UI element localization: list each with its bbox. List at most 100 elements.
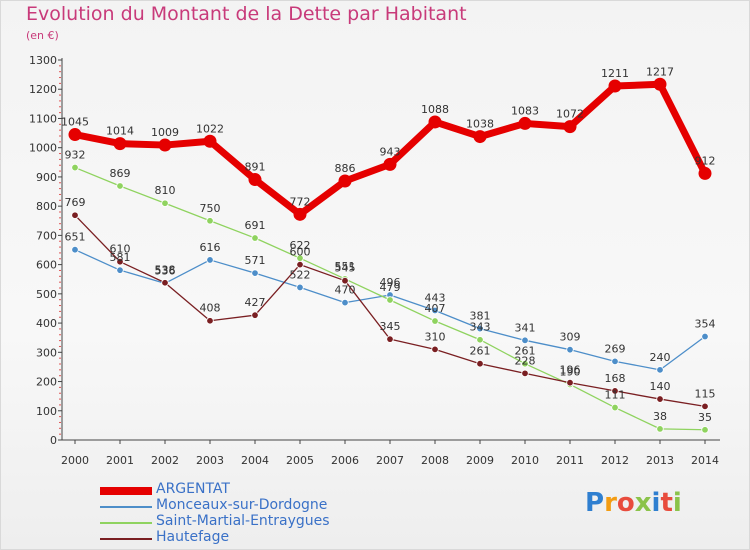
data-point — [476, 360, 484, 368]
data-label: 691 — [245, 219, 266, 232]
data-label: 932 — [65, 149, 86, 162]
data-label: 196 — [560, 364, 581, 377]
y-tick-label: 600 — [36, 259, 57, 272]
data-point — [71, 163, 79, 172]
data-label: 536 — [155, 264, 176, 277]
data-point — [566, 345, 574, 354]
data-point — [521, 336, 529, 345]
data-point — [611, 357, 619, 366]
legend-label: ARGENTAT — [156, 481, 230, 497]
data-point — [293, 207, 307, 221]
x-tick-label: 2001 — [106, 454, 134, 467]
logo-letter: P — [585, 488, 605, 518]
data-label: 891 — [245, 161, 266, 174]
data-label: 443 — [425, 292, 446, 305]
data-label: 354 — [695, 318, 716, 331]
data-point — [521, 369, 529, 378]
legend-swatch — [100, 506, 152, 508]
logo-letter: i — [651, 488, 661, 518]
x-tick-label: 2011 — [556, 454, 584, 467]
data-label: 869 — [110, 167, 131, 180]
data-label: 408 — [200, 302, 221, 315]
y-tick-label: 800 — [36, 200, 57, 213]
y-tick-label: 300 — [36, 346, 57, 359]
legend-label: Saint-Martial-Entraygues — [156, 513, 330, 529]
data-label: 610 — [110, 243, 131, 256]
data-label: 616 — [200, 241, 221, 254]
data-label: 269 — [605, 342, 626, 355]
x-tick-label: 2006 — [331, 454, 359, 467]
data-point — [161, 279, 169, 287]
data-label: 35 — [698, 411, 712, 424]
x-tick-label: 2004 — [241, 454, 269, 467]
x-tick-label: 2007 — [376, 454, 404, 467]
data-point — [116, 257, 124, 266]
data-label: 551 — [335, 260, 356, 273]
data-label: 1211 — [601, 67, 629, 80]
data-point — [476, 324, 484, 333]
data-point — [71, 246, 79, 254]
y-tick-label: 0 — [50, 434, 57, 447]
data-label: 886 — [335, 162, 356, 175]
data-point — [611, 387, 619, 395]
data-point — [656, 425, 664, 433]
y-tick-label: 500 — [36, 288, 57, 301]
data-point — [206, 256, 214, 264]
proxiti-logo: Proxiti — [585, 488, 682, 518]
y-tick-label: 1200 — [29, 83, 57, 96]
data-label: 943 — [380, 145, 401, 158]
data-point — [473, 130, 487, 144]
data-point — [656, 395, 664, 403]
data-point — [431, 345, 439, 354]
data-label: 115 — [695, 387, 716, 400]
data-label: 427 — [245, 296, 266, 309]
data-point — [71, 211, 79, 219]
y-tick-label: 1300 — [29, 54, 57, 67]
x-tick-label: 2008 — [421, 454, 449, 467]
data-label: 345 — [380, 320, 401, 333]
x-tick-label: 2002 — [151, 454, 179, 467]
data-label: 309 — [560, 331, 581, 344]
data-label: 750 — [200, 202, 221, 215]
data-point — [563, 120, 577, 134]
data-label: 479 — [380, 281, 401, 294]
data-point — [431, 317, 439, 325]
x-tick-label: 2012 — [601, 454, 629, 467]
data-point — [251, 311, 259, 319]
data-point — [341, 298, 349, 307]
data-label: 261 — [515, 345, 536, 358]
x-tick-label: 2010 — [511, 454, 539, 467]
data-point — [296, 260, 304, 269]
data-label: 228 — [515, 354, 536, 367]
data-point — [341, 276, 349, 285]
legend-swatch — [100, 487, 152, 495]
data-label: 240 — [650, 351, 671, 364]
data-label: 600 — [290, 246, 311, 259]
data-point — [203, 134, 217, 148]
x-tick-label: 2013 — [646, 454, 674, 467]
data-point — [248, 173, 262, 187]
chart-title: Evolution du Montant de la Dette par Hab… — [26, 3, 467, 25]
data-point — [116, 266, 124, 274]
data-label: 343 — [470, 321, 491, 334]
data-label: 912 — [695, 154, 716, 167]
data-point — [338, 174, 352, 188]
data-point — [251, 269, 259, 277]
y-tick-label: 400 — [36, 317, 57, 330]
data-point — [608, 79, 622, 93]
data-label: 38 — [653, 410, 667, 423]
data-label: 622 — [290, 239, 311, 252]
data-point — [701, 332, 709, 341]
y-tick-label: 1100 — [29, 112, 57, 125]
data-label: 341 — [515, 321, 536, 334]
data-point — [428, 115, 442, 129]
data-label: 651 — [65, 231, 86, 244]
data-label: 1038 — [466, 118, 494, 131]
logo-letter: t — [660, 488, 673, 518]
data-point — [116, 182, 124, 190]
y-tick-label: 900 — [36, 171, 57, 184]
chart-subtitle: (en €) — [26, 29, 59, 42]
legend-label: Hautefage — [156, 529, 230, 545]
x-tick-label: 2009 — [466, 454, 494, 467]
